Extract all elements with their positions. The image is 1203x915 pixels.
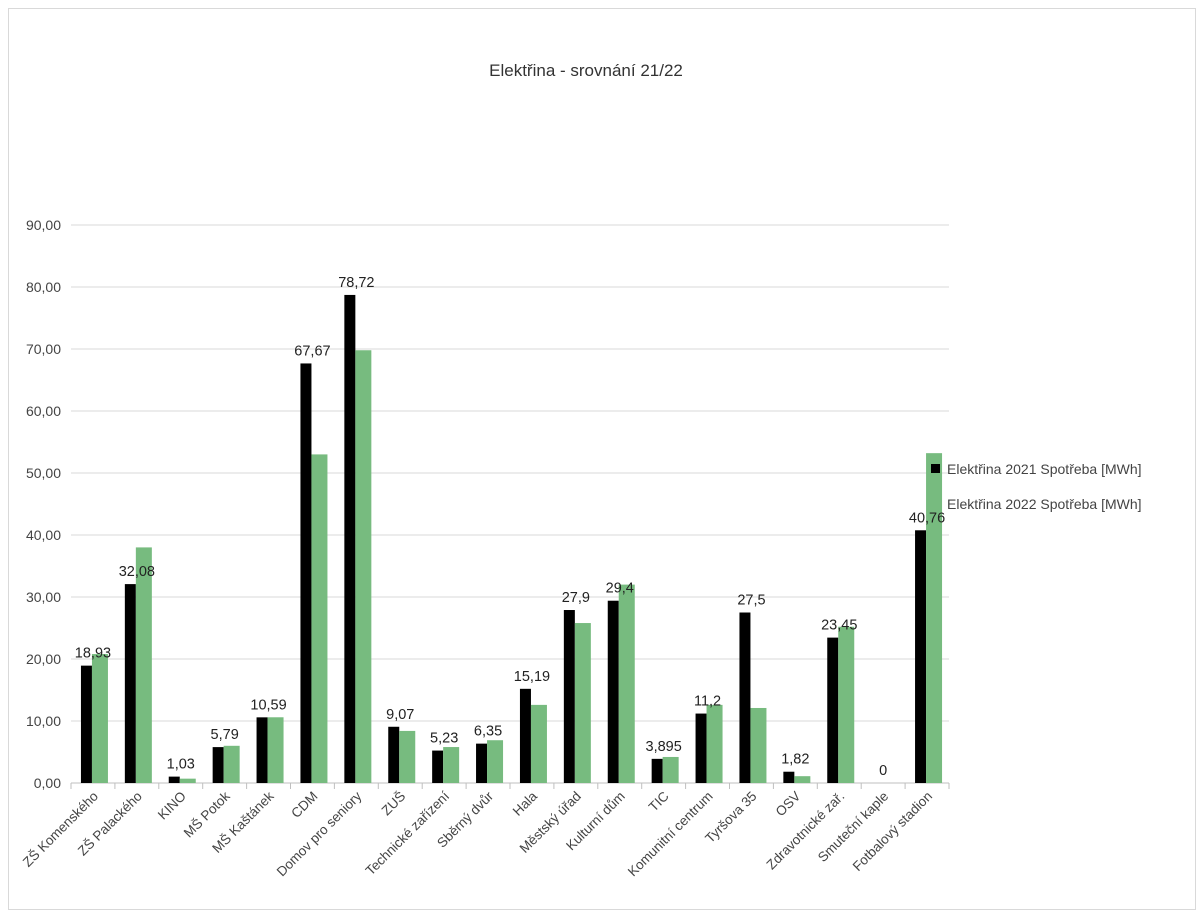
gridlines [71,224,949,784]
data-label-2021: 0 [879,763,887,779]
data-label-2021: 10,59 [250,697,286,713]
bars [80,294,943,783]
data-label-2021: 27,5 [737,593,765,609]
data-label-2021: 1,03 [167,757,195,773]
x-category-label: Komunitní centrum [625,789,716,880]
x-category-label: Fotbalový stadion [850,789,935,874]
bar-2021 [476,743,488,783]
bar-2021 [651,758,663,783]
y-tick-label: 30,00 [26,589,61,605]
bar-chart: Elektřina - srovnání 21/22 0,00 10,00 20,0… [20,61,1142,880]
data-label-2021: 27,9 [562,590,590,606]
bar-2022 [399,730,416,783]
x-category-label: ZUŠ [379,789,409,819]
x-category-label: Domov pro seniory [274,788,365,879]
bar-2021 [519,688,531,783]
data-label-2021: 6,35 [474,724,502,740]
bar-2021 [344,294,356,783]
bar-2022 [91,654,108,783]
bar-2022 [179,778,196,783]
data-labels: 18,93 32,08 1,03 5,79 10,59 67,67 78,72 9,07 5,2… [75,275,945,779]
bar-2021 [915,530,927,783]
y-tick-label: 90,00 [26,217,61,233]
bar-2021 [695,713,707,783]
bar-2021 [388,726,400,783]
y-tick-label: 20,00 [26,651,61,667]
bar-2022 [487,740,504,783]
chart-area: Elektřina - srovnání 21/22 0,00 10,00 20,0… [8,8,1196,910]
x-category-label: Technické zařízení [363,788,453,878]
legend-swatch [931,499,940,508]
legend-entry: Elektřina 2022 Spotřeba [MWh] [947,496,1142,512]
bar-2021 [256,717,268,783]
legend-swatch [931,464,940,473]
bar-2022 [926,453,943,783]
bar-2021 [607,600,619,783]
x-category-label: TIC [646,788,672,814]
x-category-label: ZŠ Komenského [20,789,101,870]
bar-2022 [355,350,372,783]
bar-2022 [750,707,767,783]
chart-title: Elektřina - srovnání 21/22 [489,61,683,80]
data-label-2021: 32,08 [119,564,155,580]
y-tick-label: 50,00 [26,465,61,481]
data-label-2021: 1,82 [781,752,809,768]
y-tick-label: 60,00 [26,403,61,419]
bar-2022 [662,756,679,783]
data-label-2021: 3,895 [646,739,682,755]
bar-2021 [80,665,92,783]
bar-2022 [838,626,855,783]
x-category-label: Hala [510,788,541,819]
data-label-2021: 40,76 [909,510,945,526]
y-tick-label: 40,00 [26,527,61,543]
data-label-2021: 67,67 [294,343,330,359]
bar-2022 [443,747,460,783]
y-tick-label: 80,00 [26,279,61,295]
bar-2021 [563,610,575,783]
bar-2022 [618,584,635,783]
y-tick-label: 70,00 [26,341,61,357]
bar-2021 [739,612,751,783]
bar-2021 [212,747,224,783]
data-label-2021: 15,19 [514,669,550,685]
bar-2021 [300,363,312,783]
data-label-2021: 11,2 [694,694,721,710]
x-category-label: KINO [155,789,189,823]
legend-entry: Elektřina 2021 Spotřeba [MWh] [947,461,1142,477]
data-label-2021: 18,93 [75,646,111,662]
data-label-2021: 78,72 [338,275,374,291]
bar-2021 [168,776,180,783]
data-label-2021: 9,07 [386,707,414,723]
bar-2022 [706,704,723,783]
y-tick-label: 0,00 [34,775,61,791]
x-category-label: Zdravotnické zař. [764,789,848,873]
legend: Elektřina 2021 Spotřeba [MWh] Elektřina 2… [931,461,1142,512]
data-label-2021: 29,4 [606,581,634,597]
bar-2021 [432,750,444,783]
bar-2021 [124,584,136,783]
bar-2022 [794,776,811,783]
bar-2022 [530,704,547,783]
bar-2022 [574,623,591,783]
bar-2022 [223,745,240,783]
x-category-label: OSV [773,789,804,820]
y-tick-label: 10,00 [26,713,61,729]
data-label-2021: 23,45 [821,618,857,634]
data-label-2021: 5,79 [211,727,239,743]
bar-2021 [783,771,795,783]
bar-2021 [827,637,839,783]
data-label-2021: 5,23 [430,731,458,747]
x-category-label: CDM [288,789,320,821]
y-axis: 0,00 10,00 20,00 30,00 40,00 50,00 60,00 70,00 8… [26,217,61,791]
bar-2022 [135,547,152,783]
bar-2022 [267,717,284,783]
bar-2022 [311,454,328,783]
